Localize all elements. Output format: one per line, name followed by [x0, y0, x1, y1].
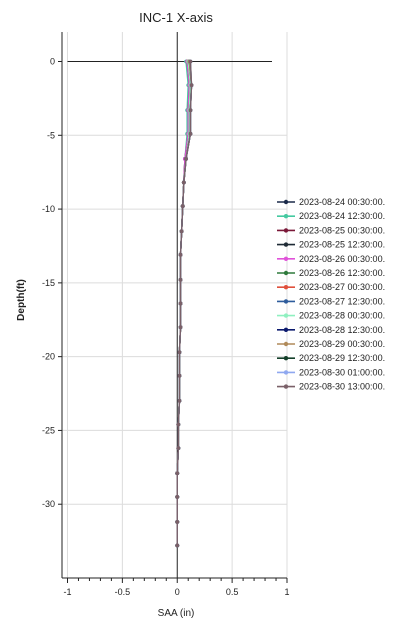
data-point	[178, 252, 183, 257]
grid-lines	[62, 32, 288, 578]
x-tick-label: -1	[63, 587, 71, 597]
chart-title: INC-1 X-axis	[139, 10, 213, 25]
data-point	[175, 543, 180, 548]
legend-label: 2023-08-24 00:30:00.	[299, 197, 385, 207]
y-tick-label: -20	[42, 352, 55, 362]
data-point	[177, 399, 182, 403]
data-point	[178, 301, 183, 306]
legend-swatch-marker	[283, 270, 289, 276]
x-tick-label: -0.5	[115, 587, 131, 597]
tick-labels: 0 -5 -10 -15 -20 -25 -30 -1 -0.5 0 0.5 1	[42, 57, 290, 597]
legend-swatch-marker	[283, 370, 289, 375]
legend-swatch-marker	[283, 341, 289, 347]
series-lines	[175, 59, 194, 548]
data-point	[175, 520, 180, 524]
legend-label: 2023-08-25 00:30:00.	[299, 225, 385, 235]
legend-swatch-marker	[283, 199, 289, 205]
legend: 2023-08-24 00:30:00. 2023-08-24 12:30:00.…	[277, 197, 385, 392]
legend-label: 2023-08-30 01:00:00.	[299, 367, 385, 377]
x-tick-label: 1	[284, 587, 289, 597]
legend-label: 2023-08-29 12:30:00.	[299, 353, 385, 363]
legend-label: 2023-08-28 00:30:00.	[299, 311, 385, 321]
x-tick-label: 0	[175, 587, 180, 597]
data-point	[188, 131, 193, 136]
data-point	[176, 446, 181, 451]
legend-swatch-marker	[283, 228, 289, 233]
y-tick-label: 0	[50, 57, 55, 67]
data-point	[177, 350, 182, 355]
data-point	[178, 325, 183, 330]
legend-label: 2023-08-26 12:30:00.	[299, 268, 385, 278]
data-point	[189, 83, 194, 88]
legend-swatch-marker	[283, 356, 289, 361]
y-tick-label: -10	[42, 204, 55, 214]
legend-swatch-marker	[283, 214, 289, 219]
legend-swatch-marker	[283, 313, 289, 318]
data-point	[180, 204, 185, 209]
legend-label: 2023-08-29 00:30:00.	[299, 339, 385, 349]
y-axis-label: Depth(ft)	[16, 279, 27, 321]
data-point	[188, 59, 193, 64]
legend-swatch-marker	[283, 299, 289, 304]
data-point	[177, 373, 182, 378]
x-axis-label: SAA (in)	[158, 608, 195, 619]
legend-label: 2023-08-26 00:30:00.	[299, 254, 385, 264]
legend-swatch-marker	[283, 327, 289, 332]
data-point	[181, 180, 186, 185]
legend-swatch-marker	[283, 256, 289, 261]
legend-label: 2023-08-25 12:30:00.	[299, 240, 385, 250]
x-tick-label: 0.5	[226, 587, 239, 597]
axes	[61, 32, 287, 579]
data-point	[184, 157, 188, 161]
legend-swatch-marker	[283, 242, 289, 247]
data-point	[188, 108, 193, 113]
legend-label: 2023-08-27 12:30:00.	[299, 296, 385, 306]
y-tick-label: -5	[47, 130, 55, 140]
data-point	[179, 229, 184, 234]
data-point	[178, 278, 183, 282]
y-tick-label: -30	[42, 499, 55, 509]
data-point	[176, 422, 181, 427]
legend-swatch-marker	[283, 285, 289, 290]
legend-label: 2023-08-24 12:30:00.	[299, 211, 385, 221]
y-tick-label: -15	[42, 278, 55, 288]
legend-label: 2023-08-27 00:30:00.	[299, 282, 385, 292]
y-tick-label: -25	[42, 425, 55, 435]
legend-swatch-marker	[283, 384, 289, 389]
data-point	[175, 471, 180, 476]
data-point	[175, 494, 180, 499]
legend-label: 2023-08-30 13:00:00.	[299, 382, 385, 392]
legend-label: 2023-08-28 12:30:00.	[299, 325, 385, 335]
